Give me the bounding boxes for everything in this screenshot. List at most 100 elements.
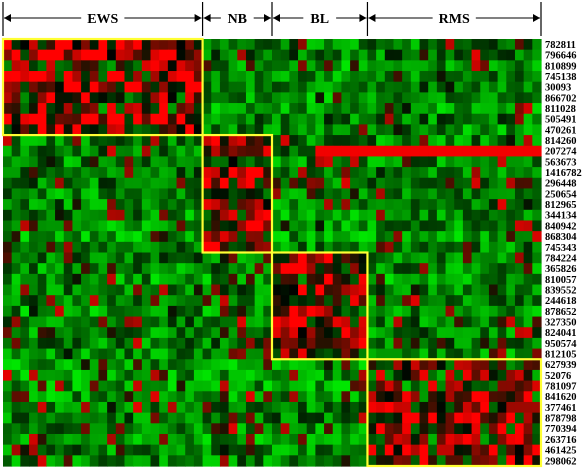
- heatmap-cell: [410, 231, 421, 243]
- heatmap-cell: [419, 348, 429, 360]
- heatmap-cell: [272, 284, 282, 296]
- heatmap-cell: [63, 241, 74, 254]
- heatmap-cell: [219, 177, 230, 190]
- heatmap-cell: [315, 252, 325, 264]
- heatmap-cell: [176, 49, 186, 61]
- heatmap-cell: [98, 177, 108, 190]
- heatmap-cell: [280, 145, 290, 158]
- heatmap-cell: [428, 284, 438, 296]
- heatmap-cell: [315, 423, 325, 435]
- heatmap-cell: [167, 380, 178, 392]
- heatmap-cell: [393, 252, 403, 264]
- heatmap-cell: [454, 263, 464, 275]
- heatmap-cell: [46, 391, 56, 403]
- heatmap-cell: [497, 209, 507, 222]
- heatmap-cell: [219, 359, 230, 371]
- heatmap-cell: [523, 455, 533, 467]
- heatmap-cell: [341, 316, 351, 328]
- heatmap-cell: [150, 327, 160, 339]
- heatmap-cell: [150, 156, 160, 168]
- heatmap-cell: [289, 231, 299, 243]
- heatmap-cell: [332, 369, 343, 382]
- heatmap-cell: [514, 401, 525, 414]
- heatmap-cell: [532, 433, 542, 446]
- heatmap-cell: [462, 177, 473, 190]
- heatmap-cell: [193, 49, 204, 61]
- heatmap-cell: [384, 444, 395, 456]
- heatmap-cell: [115, 263, 126, 275]
- heatmap-cell: [272, 199, 282, 211]
- heatmap-cell: [237, 231, 247, 243]
- heatmap-cell: [480, 124, 490, 136]
- heatmap-cell: [98, 412, 108, 424]
- heatmap-cell: [488, 156, 499, 168]
- heatmap-cell: [324, 241, 334, 254]
- heatmap-cell: [3, 284, 13, 296]
- heatmap-cell: [211, 316, 221, 328]
- heatmap-cell: [115, 241, 126, 254]
- heatmap-cell: [29, 199, 39, 211]
- heatmap-cell: [280, 433, 290, 446]
- heatmap-cell: [263, 145, 273, 158]
- heatmap-cell: [358, 348, 369, 360]
- heatmap-cell: [63, 295, 74, 307]
- heatmap-cell: [55, 295, 65, 307]
- heatmap-cell: [480, 455, 490, 467]
- heatmap-cell: [63, 391, 74, 403]
- heatmap-cell: [376, 49, 386, 61]
- heatmap-cell: [89, 359, 100, 371]
- heatmap-cell: [298, 71, 308, 83]
- heatmap-cell: [237, 39, 247, 51]
- heatmap-cell: [419, 113, 429, 126]
- heatmap-cell: [20, 209, 30, 222]
- heatmap-cell: [185, 188, 195, 200]
- heatmap-cell: [219, 455, 230, 467]
- heatmap-cell: [341, 135, 351, 147]
- heatmap-cell: [141, 231, 152, 243]
- heatmap-cell: [55, 391, 65, 403]
- heatmap-cell: [306, 423, 316, 435]
- heatmap-cell: [55, 433, 65, 446]
- heatmap-cell: [480, 391, 490, 403]
- heatmap-cell: [133, 177, 143, 190]
- heatmap-cell: [358, 92, 369, 104]
- heatmap-cell: [263, 348, 273, 360]
- heatmap-cell: [81, 177, 91, 190]
- heatmap-cell: [202, 359, 212, 371]
- heatmap-cell: [98, 305, 108, 318]
- heatmap-cell: [46, 433, 56, 446]
- heatmap-cell: [141, 49, 152, 61]
- heatmap-cell: [419, 220, 429, 232]
- heatmap-cell: [384, 71, 395, 83]
- heatmap-cell: [202, 316, 212, 328]
- heatmap-cell: [211, 124, 221, 136]
- heatmap-cell: [532, 252, 542, 264]
- heatmap-cell: [115, 455, 126, 467]
- heatmap-cell: [11, 71, 21, 83]
- heatmap-cell: [350, 423, 360, 435]
- heatmap-cell: [332, 359, 343, 371]
- row-label: 207274: [545, 147, 577, 158]
- heatmap-cell: [185, 433, 195, 446]
- heatmap-cell: [245, 145, 256, 158]
- heatmap-cell: [506, 391, 516, 403]
- heatmap-cell: [419, 295, 429, 307]
- heatmap-cell: [410, 113, 421, 126]
- heatmap-cell: [462, 359, 473, 371]
- heatmap-cell: [289, 103, 299, 115]
- heatmap-cell: [280, 295, 290, 307]
- heatmap-cell: [454, 103, 464, 115]
- heatmap-cell: [532, 81, 542, 93]
- heatmap-cell: [63, 444, 74, 456]
- heatmap-cell: [289, 348, 299, 360]
- heatmap-cell: [384, 380, 395, 392]
- heatmap-cell: [37, 423, 47, 435]
- heatmap-cell: [315, 401, 325, 414]
- heatmap-cell: [202, 444, 212, 456]
- heatmap-cell: [306, 39, 316, 51]
- heatmap-cell: [193, 39, 204, 51]
- heatmap-cell: [419, 60, 429, 72]
- heatmap-cell: [245, 337, 256, 350]
- heatmap-cell: [410, 199, 421, 211]
- heatmap-cell: [263, 71, 273, 83]
